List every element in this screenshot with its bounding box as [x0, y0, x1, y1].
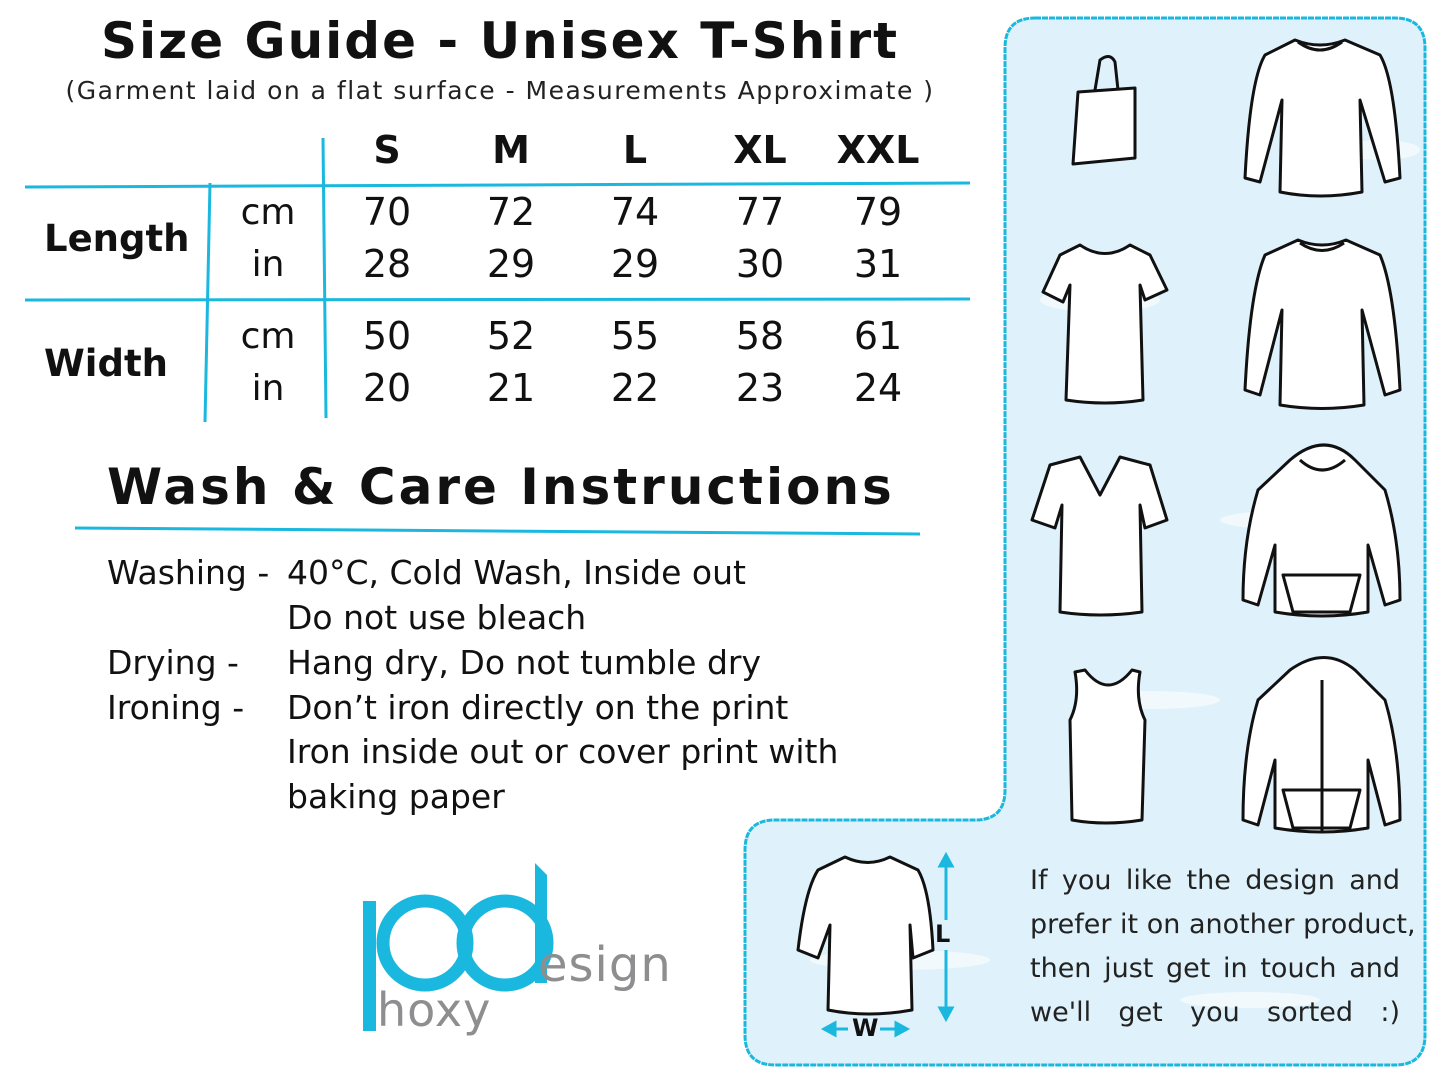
size-value: 72: [486, 190, 536, 234]
size-header-m: M: [492, 128, 530, 172]
unit-label: in: [251, 244, 285, 285]
size-value: 29: [486, 242, 536, 286]
unit-label: cm: [240, 192, 296, 233]
size-value: 29: [610, 242, 660, 286]
contact-note-line: we'll get you sorted :): [1030, 997, 1400, 1028]
size-header-l: L: [622, 128, 648, 172]
unit-label: cm: [240, 316, 296, 357]
contact-note-line: If you like the design and: [1030, 865, 1400, 896]
logo-mark: [363, 863, 554, 1031]
size-value: 24: [853, 366, 903, 410]
size-value: 20: [362, 366, 412, 410]
care-text: Do not use bleach: [287, 598, 587, 637]
brand-logo: esign hoxy: [355, 855, 685, 1045]
tank-top-icon: [1068, 668, 1147, 825]
size-header-xxl: XXL: [836, 128, 920, 172]
care-text: Don’t iron directly on the print: [287, 688, 789, 727]
logo-word-hoxy: hoxy: [377, 983, 492, 1037]
size-value: 28: [362, 242, 412, 286]
size-value: 55: [610, 314, 660, 358]
size-value: 61: [853, 314, 903, 358]
row-label-length: Length: [44, 217, 190, 260]
size-value: 23: [735, 366, 785, 410]
zip-hoodie-icon: [1241, 656, 1402, 834]
size-header-s: S: [373, 128, 401, 172]
size-value: 70: [362, 190, 412, 234]
long-sleeve-shirt-icon: [1243, 38, 1402, 198]
tshirt-size-diagram-icon: [796, 855, 935, 1016]
size-value: 79: [853, 190, 903, 234]
womens-tshirt-icon: [1041, 243, 1169, 405]
logo-word-esign: esign: [538, 937, 672, 993]
size-header-xl: XL: [733, 128, 787, 172]
care-title: Wash & Care Instructions: [107, 458, 895, 516]
care-underline: [74, 526, 921, 536]
sweatshirt-icon: [1243, 238, 1402, 410]
size-value: 30: [735, 242, 785, 286]
size-value: 77: [735, 190, 785, 234]
care-label-washing: Washing -: [107, 553, 270, 592]
contact-note-line: then just get in touch and: [1030, 953, 1400, 984]
size-value: 52: [486, 314, 536, 358]
size-value: 74: [610, 190, 660, 234]
page-title: Size Guide - Unisex T-Shirt: [100, 12, 900, 70]
care-text: Iron inside out or cover print with: [287, 732, 839, 771]
table-grid: [24, 137, 971, 423]
tote-bag-icon: [1071, 55, 1137, 166]
size-value: 50: [362, 314, 412, 358]
care-text: 40°C, Cold Wash, Inside out: [287, 553, 746, 592]
width-label: W: [852, 1014, 879, 1042]
page-subtitle: (Garment laid on a flat surface - Measur…: [65, 76, 935, 105]
row-label-width: Width: [44, 342, 169, 385]
size-value: 58: [735, 314, 785, 358]
hoodie-icon: [1241, 443, 1402, 618]
size-value: 22: [610, 366, 660, 410]
unit-label: in: [251, 368, 285, 409]
care-text: baking paper: [287, 777, 505, 816]
care-label-ironing: Ironing -: [107, 688, 245, 727]
length-label: L: [935, 920, 951, 948]
size-value: 31: [853, 242, 903, 286]
care-text: Hang dry, Do not tumble dry: [287, 643, 761, 682]
care-label-drying: Drying -: [107, 643, 239, 682]
size-value: 21: [486, 366, 536, 410]
v-neck-tshirt-icon: [1030, 455, 1169, 617]
contact-note-line: prefer it on another product,: [1030, 909, 1416, 940]
